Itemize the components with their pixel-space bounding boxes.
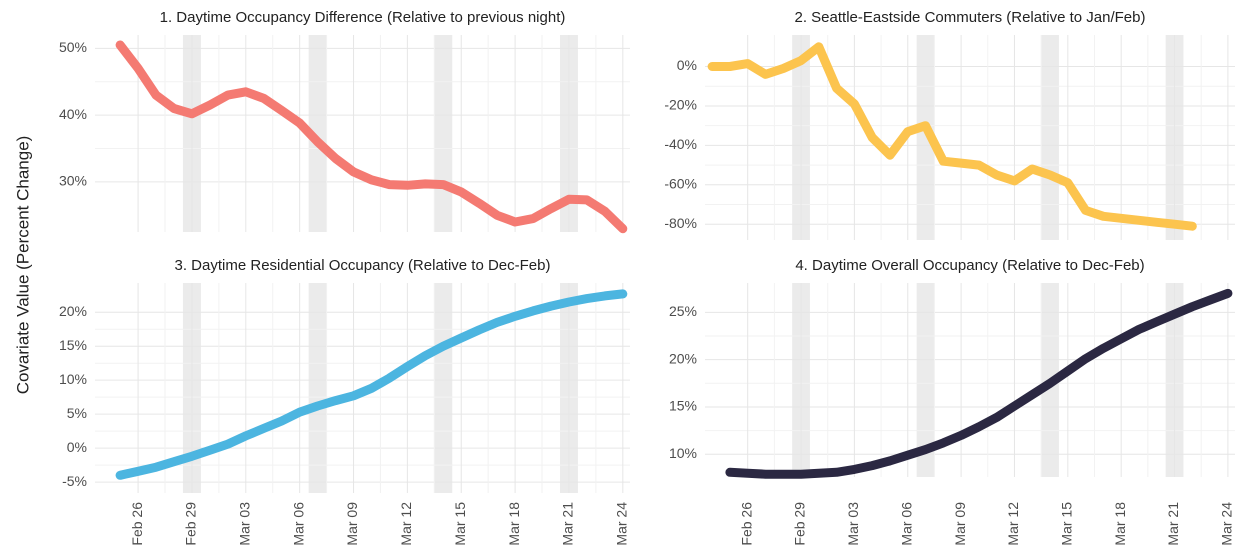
y-tick-label: 5%: [67, 405, 87, 421]
y-tick-label: 30%: [59, 173, 87, 189]
weekend-band: [916, 283, 935, 477]
y-tick-label: -80%: [664, 215, 697, 231]
x-tick-label: Mar 15: [452, 502, 468, 546]
weekend-band: [434, 35, 453, 232]
y-tick-label: 15%: [669, 398, 697, 414]
x-tick-label: Mar 18: [1112, 502, 1128, 546]
line: [707, 42, 1197, 231]
x-tick-label: Mar 21: [1165, 502, 1181, 546]
weekend-band: [1041, 35, 1059, 240]
x-tick-label: Feb 29: [792, 502, 808, 546]
x-tick-label: Mar 09: [344, 502, 360, 546]
chart-title: 3. Daytime Residential Occupancy (Relati…: [175, 257, 551, 274]
x-tick-label: Mar 03: [237, 502, 253, 546]
y-tick-label: 10%: [669, 445, 697, 461]
line: [725, 288, 1233, 479]
x-tick-label: Mar 15: [1059, 502, 1075, 546]
line: [115, 40, 628, 234]
y-tick-label: 20%: [59, 303, 87, 319]
chart-title: 4. Daytime Overall Occupancy (Relative t…: [795, 257, 1144, 274]
line: [115, 289, 628, 480]
y-tick-label: 10%: [59, 371, 87, 387]
x-tick-label: Mar 06: [290, 502, 306, 546]
weekend-band: [308, 283, 327, 493]
x-tick-label: Mar 03: [845, 502, 861, 546]
x-tick-label: Mar 12: [1005, 502, 1021, 546]
y-tick-label: 25%: [669, 303, 697, 319]
chart-title: 1. Daytime Occupancy Difference (Relativ…: [160, 9, 566, 26]
y-tick-label: -5%: [62, 473, 87, 489]
y-tick-label: 0%: [67, 439, 87, 455]
y-tick-label: -60%: [664, 176, 697, 192]
y-tick-label: 15%: [59, 337, 87, 353]
y-tick-label: 20%: [669, 350, 697, 366]
x-tick-label: Mar 06: [898, 502, 914, 546]
x-tick-label: Feb 26: [129, 502, 145, 546]
y-axis-label: Covariate Value (Percent Change): [13, 136, 32, 395]
x-tick-label: Mar 09: [952, 502, 968, 546]
x-tick-label: Mar 21: [560, 502, 576, 546]
y-tick-label: -20%: [664, 97, 697, 113]
x-tick-label: Feb 29: [183, 502, 199, 546]
weekend-band: [308, 35, 327, 232]
y-tick-label: -40%: [664, 136, 697, 152]
x-tick-label: Mar 12: [398, 502, 414, 546]
x-tick-label: Mar 24: [614, 502, 630, 546]
x-tick-label: Feb 26: [738, 502, 754, 546]
chart-title: 2. Seattle-Eastside Commuters (Relative …: [795, 9, 1146, 26]
x-tick-label: Mar 24: [1219, 502, 1235, 546]
x-tick-label: Mar 18: [506, 502, 522, 546]
y-tick-label: 50%: [59, 39, 87, 55]
weekend-band: [434, 283, 453, 493]
y-tick-label: 0%: [677, 57, 697, 73]
y-tick-label: 40%: [59, 106, 87, 122]
